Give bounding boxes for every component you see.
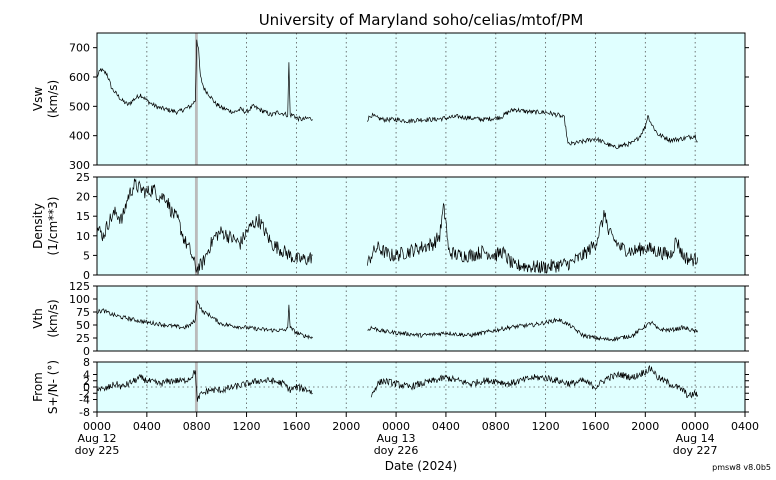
y-tick-label: -4 xyxy=(79,394,90,407)
y-tick-label: 20 xyxy=(76,191,90,204)
panel-frame xyxy=(96,176,746,276)
x-tick-label: 1600 xyxy=(581,420,609,433)
panel-background xyxy=(97,286,745,351)
y-axis-label: (km/s) xyxy=(46,80,60,118)
x-doy-label: doy 225 xyxy=(75,444,120,457)
y-axis-label: (1/cm**3) xyxy=(46,197,60,256)
y-tick-label: -8 xyxy=(79,406,90,419)
version-label: pmsw8 v8.0b5 xyxy=(712,463,771,472)
panel-2: 0 5 10 15 20 25 Density (1/cm**3) xyxy=(31,171,749,282)
y-axis-label: S+/N- (°) xyxy=(46,360,60,414)
y-tick-label: 15 xyxy=(76,210,90,223)
x-doy-label: doy 226 xyxy=(374,444,419,457)
y-axis-label: Density xyxy=(31,203,45,249)
event-marker xyxy=(194,33,198,165)
y-tick-label: 2 xyxy=(83,375,90,388)
x-tick-label: 2000 xyxy=(631,420,659,433)
x-tick-label: 0000 xyxy=(83,420,111,433)
x-tick-label: 0800 xyxy=(183,420,211,433)
data-series-4-1 xyxy=(96,370,313,402)
data-series-2-2 xyxy=(367,202,698,274)
event-marker xyxy=(194,286,198,351)
y-tick-label: 700 xyxy=(69,42,90,55)
x-tick-label: 0800 xyxy=(482,420,510,433)
x-tick-label: 0400 xyxy=(432,420,460,433)
y-tick-label: 50 xyxy=(76,319,90,332)
x-tick-label: 0400 xyxy=(133,420,161,433)
x-doy-label: doy 227 xyxy=(673,444,718,457)
y-tick-label: 100 xyxy=(69,293,90,306)
x-date-label: Aug 12 xyxy=(78,432,117,445)
y-tick-label: 25 xyxy=(76,332,90,345)
x-axis-label: Date (2024) xyxy=(385,459,457,473)
chart-title: University of Maryland soho/celias/mtof/… xyxy=(259,11,584,29)
y-tick-label: 10 xyxy=(76,230,90,243)
y-tick-label: 5 xyxy=(83,249,90,262)
panel-background xyxy=(97,33,745,165)
y-tick-label: 0 xyxy=(83,381,90,394)
x-tick-label: 0000 xyxy=(681,420,709,433)
y-tick-label: 0 xyxy=(83,269,90,282)
y-axis-label: Vsw xyxy=(31,87,45,111)
y-tick-label: 75 xyxy=(76,306,90,319)
x-tick-label: 0000 xyxy=(382,420,410,433)
data-series-1-1 xyxy=(96,39,313,123)
y-tick-label: 8 xyxy=(83,356,90,369)
y-tick-label: 600 xyxy=(69,71,90,84)
data-series-2-1 xyxy=(96,178,313,275)
y-tick-label: 500 xyxy=(69,100,90,113)
x-tick-label: 1200 xyxy=(532,420,560,433)
y-tick-label: 0 xyxy=(83,345,90,358)
y-tick-label: 25 xyxy=(76,171,90,184)
event-marker xyxy=(194,177,198,275)
x-tick-label: 0400 xyxy=(731,420,759,433)
panel-background xyxy=(97,177,745,275)
y-tick-label: 4 xyxy=(83,369,90,382)
x-date-label: Aug 13 xyxy=(377,432,416,445)
x-tick-label: 2000 xyxy=(332,420,360,433)
x-tick-label: 1200 xyxy=(233,420,261,433)
y-tick-label: 300 xyxy=(69,159,90,172)
y-axis-label: Vth xyxy=(31,308,45,329)
x-tick-label: 1600 xyxy=(282,420,310,433)
y-tick-label: 125 xyxy=(69,280,90,293)
y-tick-label: 400 xyxy=(69,130,90,143)
data-series-3-1 xyxy=(96,300,313,340)
panel-frame xyxy=(96,32,746,166)
data-series-3-2 xyxy=(367,317,698,342)
y-axis-label: From xyxy=(31,372,45,402)
x-date-label: Aug 14 xyxy=(676,432,715,445)
panel-1: 300 400 500 600 700 Vsw (km/s) xyxy=(31,32,749,172)
y-axis-label: (km/s) xyxy=(46,299,60,337)
panel-frame xyxy=(96,285,746,352)
y-tick-label: -2 xyxy=(79,387,90,400)
data-series-1-2 xyxy=(367,107,698,150)
data-series-4-2 xyxy=(370,364,698,399)
